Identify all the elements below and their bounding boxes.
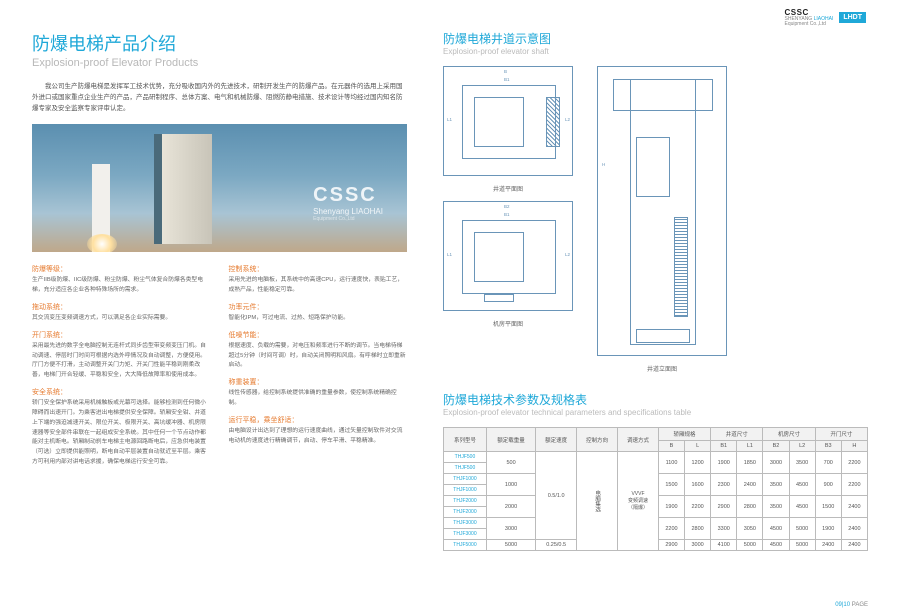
hero-suffix: Equipment Co.,Ltd: [313, 216, 383, 222]
hero-company: Shenyang LIAOHAI: [313, 207, 383, 216]
feature-heading: 功率元件：: [229, 302, 408, 312]
spec-title-cn: 防爆电梯技术参数及规格表: [443, 391, 868, 408]
page-spread: CSSC SHENYANG LIAOHAI Equipment Co.,Ltd …: [0, 0, 900, 615]
feature-body: 采用先进的电脑板，其系统中的高速CPU，运行速度快，表贴工艺，成熟产品，性能稳定…: [229, 276, 408, 296]
header-brand: CSSC SHENYANG LIAOHAI Equipment Co.,Ltd …: [785, 8, 867, 27]
main-title-cn: 防爆电梯产品介绍: [32, 30, 407, 56]
lhdt-badge: LHDT: [839, 12, 866, 23]
shaft-title-en: Explosion-proof elevator shaft: [443, 47, 868, 56]
spec-table: 系列型号额定载重量额定速度控制方向调速方式轿厢规格井道尺寸机房尺寸开门尺寸BLB…: [443, 427, 868, 551]
hero-image: CSSC Shenyang LIAOHAI Equipment Co.,Ltd: [32, 124, 407, 252]
feature-heading: 运行平稳，乘坐舒适：: [229, 415, 408, 425]
feature-body: 根据速度、负载的需要，对电压和频率进行不断的调节。当电梯待梯超过5分钟（时间可调…: [229, 342, 408, 372]
brand-subtext: SHENYANG LIAOHAI Equipment Co.,Ltd: [785, 17, 834, 27]
feature-heading: 安全系统：: [32, 387, 211, 397]
plan-diagram-2: B2 B1 L1 L2: [443, 201, 573, 311]
right-page: 防爆电梯井道示意图 Explosion-proof elevator shaft…: [425, 0, 900, 615]
feature-body: 线性传感器，给控制系统提供准确的重量参数，使控制系统精确控制。: [229, 389, 408, 409]
plan-diagram-1: B B1 L1 L2: [443, 66, 573, 176]
left-page: 防爆电梯产品介绍 Explosion-proof Elevator Produc…: [0, 0, 425, 615]
spec-title-en: Explosion-proof elevator technical param…: [443, 408, 868, 417]
feature-heading: 开门系统：: [32, 330, 211, 340]
feature-heading: 控制系统：: [229, 264, 408, 274]
plan1-label: 井道平面图: [493, 184, 523, 193]
feature-heading: 低噪节能：: [229, 330, 408, 340]
feature-body: 由电脑设计出达到了理想的运行速度曲线，通过矢量控制软件对交流电动机的速度进行精确…: [229, 427, 408, 447]
feature-body: 采用最先进的数字全电脑控制无连杆式同步齿型带变频变压门机。自动调速、停层时门时间…: [32, 342, 211, 381]
page-footer: 09|10 PAGE: [835, 602, 868, 608]
feature-body: 智能化IPM，可过电流、过热、短路保护功能。: [229, 314, 408, 324]
elevation-diagram: H: [597, 66, 727, 356]
feature-heading: 拖动系统：: [32, 302, 211, 312]
shaft-title-cn: 防爆电梯井道示意图: [443, 30, 868, 47]
feature-heading: 防爆等级：: [32, 264, 211, 274]
intro-paragraph: 我公司生产防爆电梯是发挥军工技术优势，充分吸收国内外的先进技术，研制开发生产的防…: [32, 81, 407, 114]
plan2-label: 机房平面图: [493, 319, 523, 328]
main-title-en: Explosion-proof Elevator Products: [32, 57, 407, 69]
hero-logo: CSSC: [313, 184, 383, 207]
diagram-area: B B1 L1 L2 井道平面图 B2 B1 L1 L2 机房平面图: [443, 66, 868, 373]
feature-body: 生产IIB级防爆、IIC级防爆、粉尘防爆、粉尘气体复合防爆各类型电梯，充分适应各…: [32, 276, 211, 296]
features-grid: 防爆等级： 生产IIB级防爆、IIC级防爆、粉尘防爆、粉尘气体复合防爆各类型电梯，…: [32, 264, 407, 474]
elev-label: 井道立面图: [647, 364, 677, 373]
feature-body: 轿门安全保护系统采用机械触板或光幕可选择。能够检测到任何微小障碍而出速开门。为乘…: [32, 399, 211, 468]
feature-body: 其交流变压变频调速方式，可以满足各企业实际需要。: [32, 314, 211, 324]
feature-heading: 称重装置：: [229, 377, 408, 387]
